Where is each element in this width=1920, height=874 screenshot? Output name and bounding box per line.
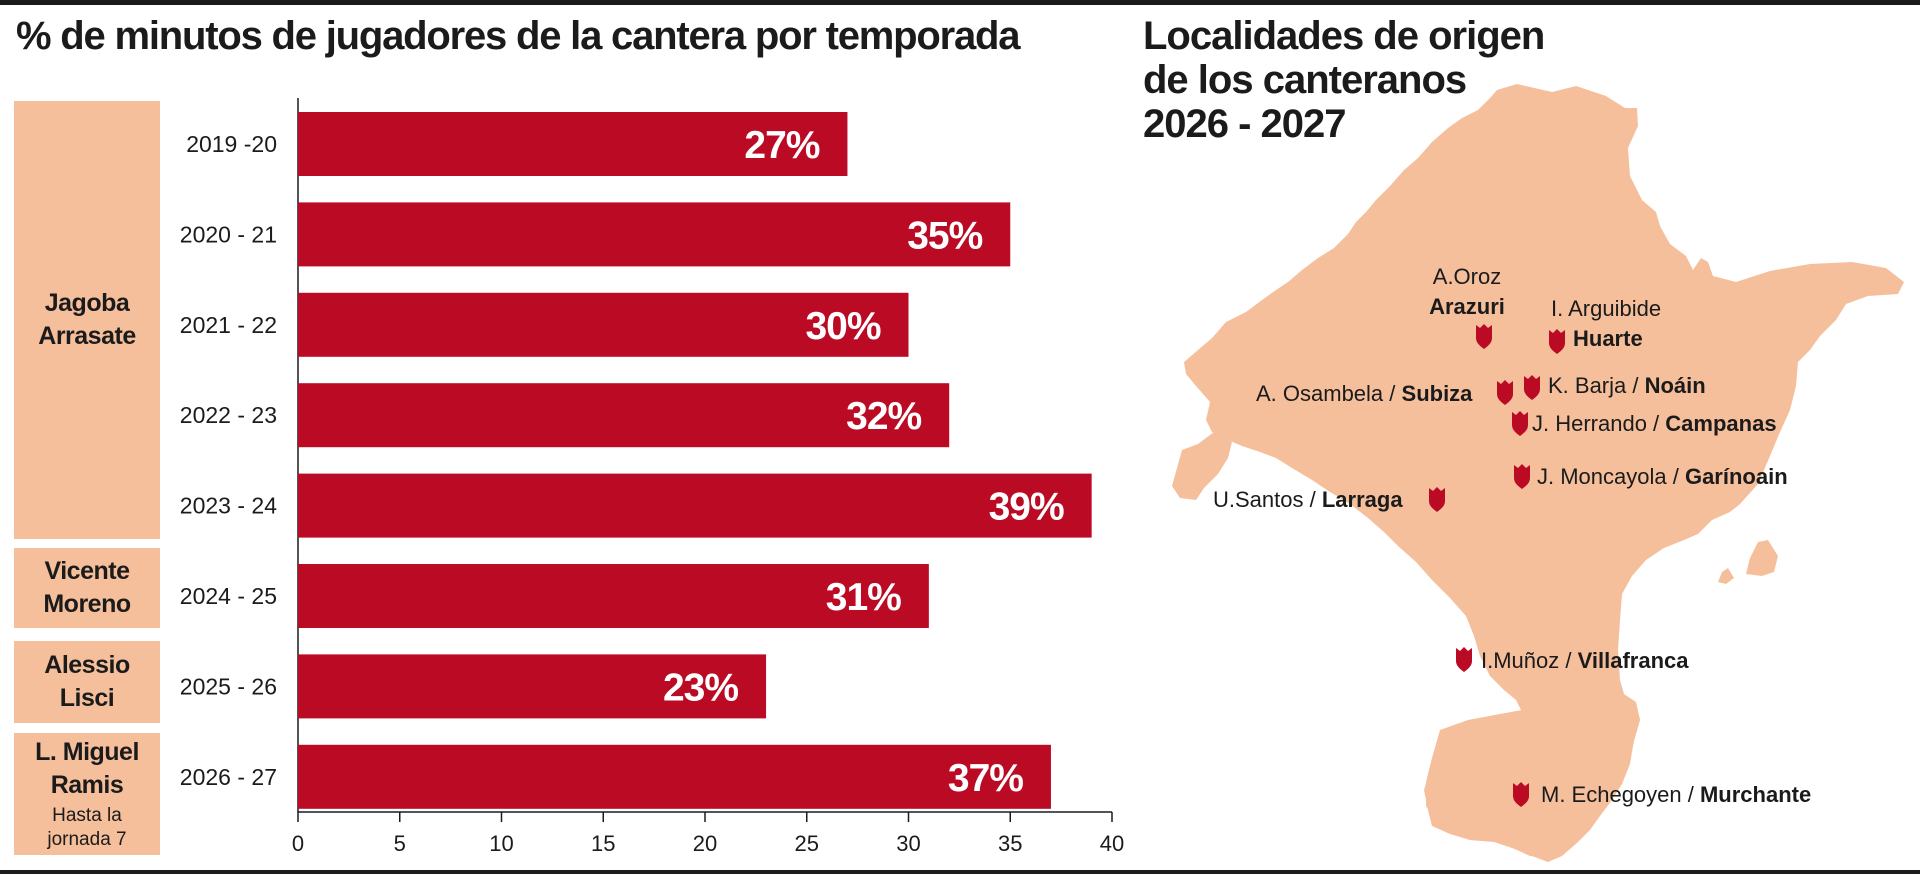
map-location-label: U.Santos / Larraga [1213,487,1403,512]
bar [298,383,950,448]
bar [298,654,767,719]
enclave-shape [1746,540,1778,576]
map-title: Localidades de origen de los canteranos … [1143,14,1545,146]
x-tick-label: 35 [998,831,1022,856]
map-town-label: Villafranca [1578,648,1690,673]
y-tick-label: 2024 - 25 [180,583,277,609]
x-tick-label: 40 [1100,831,1124,856]
shield-icon [1476,324,1492,349]
chart-title: % de minutos de jugadores de la cantera … [16,14,1021,58]
coach-box-ramis: L. Miguel Ramis Hasta la jornada 7 [14,733,160,855]
shield-icon [1512,411,1528,436]
map-player-label: M. Echegoyen / [1541,782,1700,807]
coach-name: L. Miguel [35,738,139,766]
map-title-line: 2026 - 2027 [1143,102,1347,146]
map-player-label: I.Muñoz / [1481,648,1578,673]
map-player-label: K. Barja / [1548,373,1645,398]
y-tick-label: 2020 - 21 [180,221,277,247]
bar [298,473,1092,538]
y-tick-label: 2019 -20 [186,131,277,157]
map-location-label: A. Osambela / Subiza [1256,381,1473,406]
coach-note: jornada 7 [47,829,127,850]
y-tick-label: 2022 - 23 [180,402,277,428]
map-town-label: Arazuri [1429,294,1505,319]
map-location-label: M. Echegoyen / Murchante [1541,782,1811,807]
x-tick-label: 30 [896,831,920,856]
shield-icon [1497,380,1513,405]
shield-icon [1456,647,1472,672]
region-shape-south [1426,696,1640,858]
bar-value-label: 39% [989,486,1064,529]
coach-name: Arrasate [38,322,136,350]
map-title-line: de los canteranos [1143,58,1467,102]
coach-box-moreno: Vicente Moreno [14,548,160,628]
y-tick-label: 2021 - 22 [180,312,277,338]
bar-value-label: 32% [846,395,921,438]
shield-icon [1549,329,1565,354]
bar [298,202,1011,267]
y-tick-label: 2025 - 26 [180,673,277,699]
coach-name: Alessio [44,651,130,679]
map-player-label: J. Herrando / [1532,411,1665,436]
x-tick-label: 5 [394,831,406,856]
map-player-label: A.Oroz [1433,264,1501,289]
coach-name: Ramis [50,771,124,799]
map-location-label: I.Muñoz / Villafranca [1481,648,1689,673]
y-tick-label: 2023 - 24 [180,493,277,519]
shield-icon [1514,464,1530,489]
coach-name: Vicente [44,557,130,585]
x-tick-label: 20 [693,831,717,856]
bar [298,744,1051,809]
shield-icon [1513,782,1529,807]
map-town-label: Campanas [1665,411,1776,436]
map-player-label: U.Santos / [1213,487,1322,512]
coach-name: Jagoba [44,289,130,317]
coach-name: Lisci [59,684,115,712]
map-town-label: Larraga [1322,487,1403,512]
bar [298,112,848,176]
map-town-label: Garínoain [1685,464,1788,489]
map-player-label: J. Moncayola / [1537,464,1685,489]
shield-icon [1524,375,1540,400]
coach-box-arrasate: Jagoba Arrasate [14,101,160,539]
coach-box-lisci: Alessio Lisci [14,641,160,723]
region-shape [1184,84,1904,862]
bar-value-label: 23% [663,666,738,709]
map-player-label: I. Arguibide [1551,296,1661,321]
top-rule [0,0,1920,5]
map-title-line: Localidades de origen [1143,14,1545,58]
map-town-label: Huarte [1573,326,1643,351]
map-player-label: A. Osambela / [1256,381,1402,406]
bar-value-label: 27% [744,124,819,167]
bottom-rule [0,870,1920,874]
bar [298,292,909,357]
x-tick-label: 25 [795,831,819,856]
coach-note: Hasta la [52,805,122,826]
x-tick-label: 10 [489,831,513,856]
map-location-label: J. Moncayola / Garínoain [1537,464,1788,489]
shield-icon [1429,487,1445,512]
x-tick-label: 0 [292,831,304,856]
region-shape-west [1172,432,1232,500]
map-town-label: Murchante [1700,782,1811,807]
map-location-label: K. Barja / Noáin [1548,373,1706,398]
x-tick-label: 15 [591,831,615,856]
map-town-label: Noáin [1645,373,1706,398]
coach-name: Moreno [43,590,131,618]
bar-value-label: 35% [907,214,982,257]
y-tick-label: 2026 - 27 [180,764,277,790]
map-location-label: J. Herrando / Campanas [1532,411,1777,436]
bar-value-label: 37% [948,757,1023,800]
map-town-label: Subiza [1402,381,1474,406]
bar-value-label: 31% [826,576,901,619]
bar-value-label: 30% [805,305,880,348]
bar [298,564,929,628]
islet-shape [1718,568,1734,584]
